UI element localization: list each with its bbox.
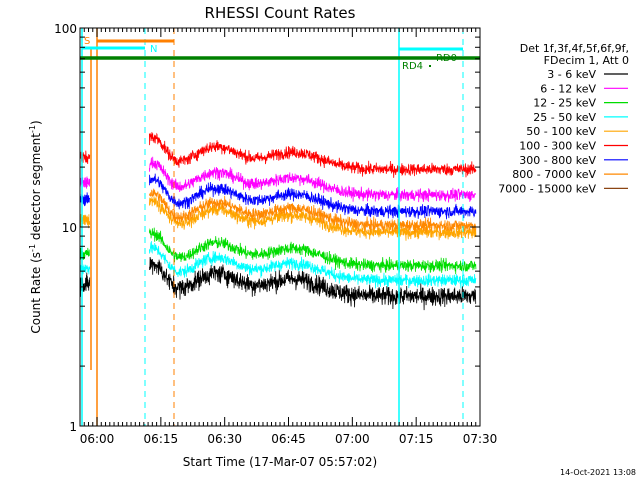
chart-title: RHESSI Count Rates	[205, 4, 356, 22]
flag-marker-dot	[429, 65, 431, 67]
y-tick-label: 1	[69, 420, 77, 434]
flag-label-rd0: RD0	[436, 53, 457, 64]
series-line	[79, 196, 477, 241]
plot-area: S N RD0 RD4 1 10 100 06:00 06:15 06:30 06:45 07:00…	[54, 22, 497, 446]
x-axis-label: Start Time (17-Mar-07 05:57:02)	[183, 455, 377, 469]
series-line	[79, 132, 477, 178]
x-tick-label: 06:15	[144, 432, 179, 446]
legend-label: 800 - 7000 keV	[512, 168, 596, 181]
legend-label: 300 - 800 keV	[519, 154, 596, 167]
footer-date: 14-Oct-2021 13:08	[560, 468, 636, 477]
data-series	[79, 132, 477, 311]
y-tick-label: 100	[54, 22, 77, 36]
x-tick-label: 07:30	[463, 432, 498, 446]
legend-label: 3 - 6 keV	[547, 68, 596, 81]
legend-header-line-1: Det 1f,3f,4f,5f,6f,9f,	[520, 42, 629, 55]
x-tick-label: 06:00	[80, 432, 115, 446]
legend-label: 12 - 25 keV	[533, 97, 596, 110]
legend-label: 25 - 50 keV	[533, 111, 596, 124]
y-axis-label: Count Rate (s-1 detector segment-1)	[28, 120, 43, 333]
legend-label: 100 - 300 keV	[519, 140, 596, 153]
legend-label: 6 - 12 keV	[540, 82, 596, 95]
flag-layer: S N RD0 RD4	[80, 28, 480, 426]
flag-label-s: S	[84, 36, 90, 47]
legend-label: 50 - 100 keV	[526, 125, 596, 138]
x-tick-label: 07:15	[399, 432, 434, 446]
y-tick-label: 10	[62, 221, 77, 235]
series-line	[149, 188, 477, 234]
legend: Det 1f,3f,4f,5f,6f,9f, FDecim 1, Att 0 3…	[498, 42, 629, 195]
plot-frame	[79, 27, 481, 427]
legend-label: 7000 - 15000 keV	[498, 182, 596, 195]
legend-header-line-2: FDecim 1, Att 0	[544, 54, 629, 67]
flag-label-n: N	[150, 44, 157, 55]
flag-label-rd4: RD4	[402, 61, 423, 72]
x-tick-label: 06:30	[207, 432, 242, 446]
x-tick-label: 06:45	[271, 432, 306, 446]
x-tick-label: 07:00	[335, 432, 370, 446]
axis-ticks: 1 10 100 06:00 06:15 06:30 06:45 07:00 07:15 07:3…	[54, 22, 497, 446]
